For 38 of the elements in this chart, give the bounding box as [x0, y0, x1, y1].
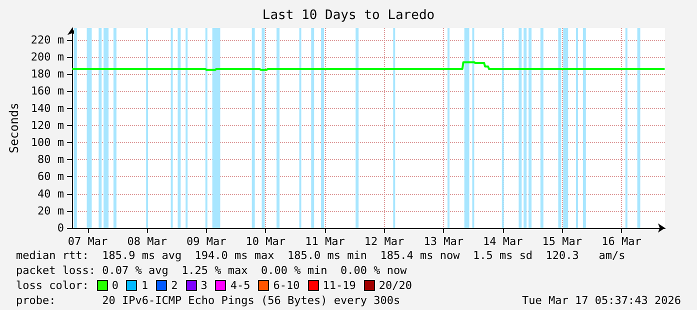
y-tick-label: 200 m	[30, 50, 64, 64]
y-tick-label: 120 m	[30, 118, 64, 132]
x-tick-label: 14 Mar	[483, 235, 524, 248]
text: 11-19	[322, 278, 356, 293]
text: 4-5	[230, 278, 250, 293]
x-tick-label: 08 Mar	[127, 235, 168, 248]
text: loss color:	[16, 278, 89, 293]
text: median rtt: 185.9 ms avg 194.0 ms max 185.0 ms min 185.4 ms now 1.5 ms sd 120.3 am/s	[16, 248, 626, 263]
text: 2	[171, 278, 178, 293]
y-tick-label: 20 m	[38, 204, 64, 218]
text: Tue Mar 17 05:37:43 2026	[522, 293, 681, 308]
text: 3	[200, 278, 208, 293]
line-series	[71, 61, 666, 71]
text: 1	[141, 278, 148, 293]
x-tick-label: 13 Mar	[424, 235, 464, 248]
text: 6-10	[273, 278, 300, 293]
x-tick-label: 09 Mar	[186, 235, 227, 248]
x-tick-label: 11 Mar	[305, 235, 346, 248]
y-tick-label: 220 m	[30, 33, 64, 46]
x-tick-label: 07 Mar	[68, 235, 108, 248]
y-tick-label: 140 m	[30, 102, 64, 115]
y-tick-label: 180 m	[30, 68, 64, 81]
text: packet loss: 0.07 % avg 1.25 % max 0.00 % min 0.00 % now	[16, 263, 407, 278]
text: 0	[112, 278, 118, 293]
x-tick-label: 15 Mar	[542, 235, 582, 248]
y-axis-title: Seconds	[7, 102, 21, 154]
y-tick-label: 60 m	[38, 170, 64, 184]
y-tick-label: 160 m	[30, 84, 64, 98]
chart-title: Last 10 Days to Laredo	[262, 8, 435, 23]
x-tick-label: 16 Mar	[602, 235, 642, 248]
text: 20/20	[378, 278, 412, 293]
x-tick-label: 12 Mar	[364, 235, 405, 248]
x-tick-label: 10 Mar	[246, 235, 286, 248]
y-tick-label: 100 m	[30, 136, 64, 150]
y-tick-label: 0	[57, 222, 64, 234]
text: probe: 20 IPv6-ICMP Echo Pings (56 Bytes) every 300s	[16, 293, 400, 308]
y-tick-label: 40 m	[38, 187, 64, 200]
y-tick-label: 80 m	[38, 153, 64, 166]
